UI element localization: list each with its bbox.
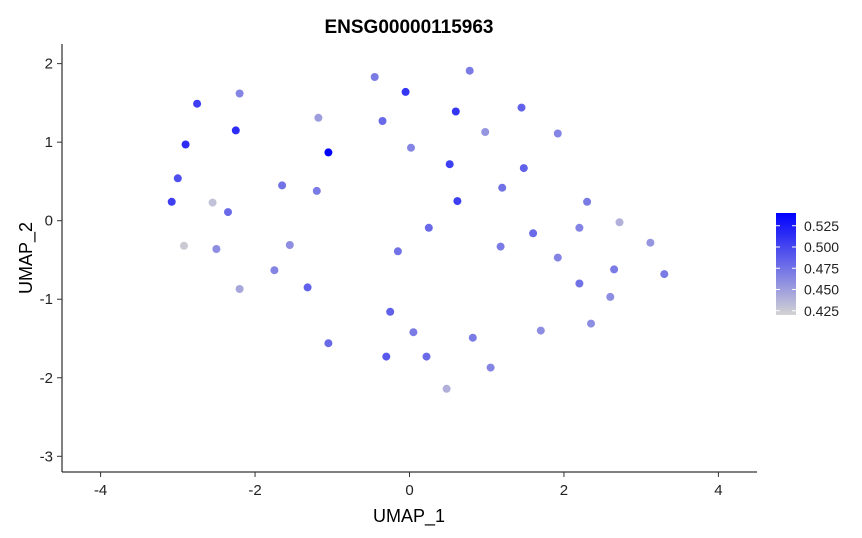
x-tick-label: -2	[248, 482, 261, 499]
data-point	[519, 164, 528, 173]
x-axis-title: UMAP_1	[373, 506, 445, 527]
data-point	[378, 117, 387, 125]
data-point	[442, 384, 451, 393]
data-point	[278, 181, 287, 190]
data-point	[303, 283, 312, 292]
data-point	[646, 238, 655, 247]
x-tick-label: 2	[560, 482, 568, 499]
data-point	[181, 140, 190, 149]
data-point	[382, 352, 391, 361]
data-point	[583, 197, 592, 206]
data-point	[496, 242, 505, 251]
data-point	[575, 223, 584, 232]
data-point	[615, 218, 624, 227]
data-point	[386, 307, 395, 316]
legend-tick-label: 0.425	[804, 303, 839, 319]
data-point	[167, 197, 176, 206]
y-tick-label: -2	[40, 370, 53, 387]
data-point	[324, 148, 333, 157]
y-tick-label: 2	[45, 56, 53, 73]
x-tick-label: 0	[405, 482, 413, 499]
data-point	[453, 197, 462, 206]
legend-tick-label: 0.475	[804, 260, 839, 276]
data-point	[481, 128, 490, 136]
data-point	[231, 126, 240, 135]
data-point	[575, 279, 584, 288]
data-point	[486, 363, 495, 372]
y-tick-label: 0	[45, 213, 53, 230]
legend-tick-label: 0.500	[804, 239, 839, 255]
legend-tick-label: 0.450	[804, 282, 839, 298]
data-point	[180, 241, 188, 250]
data-point	[270, 266, 279, 275]
data-point	[610, 265, 619, 274]
data-point	[465, 66, 474, 75]
y-axis-title: UMAP_2	[16, 222, 37, 294]
x-tick-label: -4	[94, 482, 107, 499]
y-tick-label: -1	[40, 291, 53, 308]
data-point	[370, 73, 379, 81]
data-point	[208, 198, 217, 207]
data-point	[445, 160, 454, 169]
data-point	[409, 328, 418, 337]
axes: -4 -2 0 2 4 -3 -2 -1 0 1 2	[40, 44, 757, 499]
data-point	[173, 174, 182, 183]
data-point	[498, 183, 507, 192]
data-point	[587, 319, 595, 328]
data-point	[393, 247, 402, 256]
data-point	[407, 143, 415, 152]
points-layer	[167, 66, 669, 393]
x-tick-label: 4	[714, 482, 722, 499]
data-point	[324, 339, 333, 348]
data-point	[235, 285, 244, 293]
y-tick-label: 1	[45, 134, 53, 151]
data-point	[285, 241, 294, 249]
data-point	[529, 229, 538, 238]
data-point	[451, 107, 460, 116]
legend-tick-label: 0.525	[804, 218, 839, 234]
data-point	[553, 253, 562, 262]
data-point	[424, 223, 433, 232]
data-point	[312, 186, 321, 195]
data-point	[606, 292, 615, 301]
data-point	[314, 113, 323, 122]
chart-title: ENSG00000115963	[324, 17, 493, 38]
data-point	[235, 89, 244, 98]
data-point	[468, 333, 477, 342]
data-point	[422, 352, 431, 361]
data-point	[224, 208, 232, 217]
data-point	[536, 326, 545, 335]
data-point	[212, 245, 221, 253]
data-point	[193, 99, 202, 108]
color-legend: 0.425 0.450 0.475 0.500 0.525	[776, 213, 839, 319]
data-point	[517, 103, 526, 112]
data-point	[401, 87, 410, 96]
data-point	[553, 129, 562, 138]
data-point	[660, 270, 669, 279]
colorbar	[776, 213, 796, 315]
y-tick-label: -3	[40, 448, 53, 465]
